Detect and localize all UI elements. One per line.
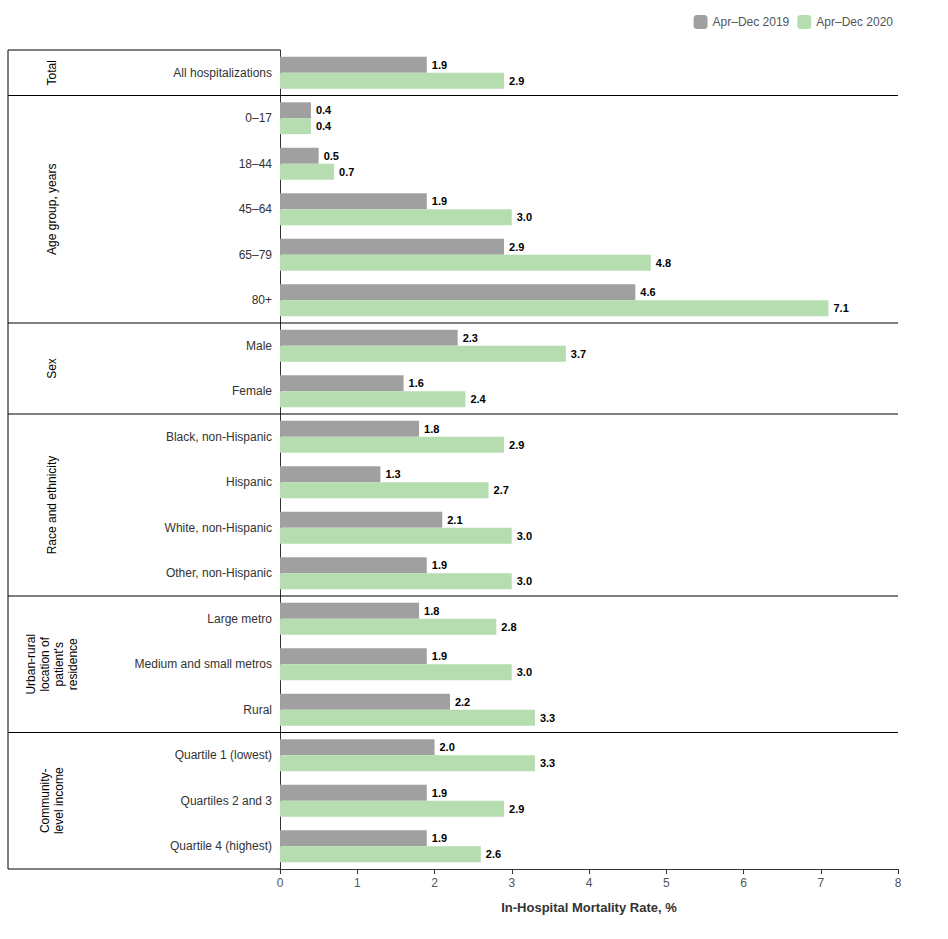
svg-text:0.5: 0.5 <box>324 150 339 162</box>
svg-text:Apr–Dec 2019: Apr–Dec 2019 <box>713 15 790 29</box>
svg-text:2.0: 2.0 <box>440 741 455 753</box>
svg-text:Quartile 1 (lowest): Quartile 1 (lowest) <box>175 748 272 762</box>
svg-text:0–17: 0–17 <box>245 111 272 125</box>
svg-text:Race and ethnicity: Race and ethnicity <box>45 456 59 555</box>
svg-text:2: 2 <box>431 876 438 890</box>
svg-text:0: 0 <box>277 876 284 890</box>
svg-text:Male: Male <box>246 339 272 353</box>
svg-text:Quartile 4 (highest): Quartile 4 (highest) <box>170 839 272 853</box>
svg-text:80+: 80+ <box>252 293 272 307</box>
svg-text:level income: level income <box>52 767 66 834</box>
svg-text:7: 7 <box>817 876 824 890</box>
svg-text:1.9: 1.9 <box>432 832 447 844</box>
svg-text:3.0: 3.0 <box>517 530 532 542</box>
svg-text:45–64: 45–64 <box>239 202 273 216</box>
svg-text:1.8: 1.8 <box>424 423 439 435</box>
svg-text:2.2: 2.2 <box>455 696 470 708</box>
svg-text:2.1: 2.1 <box>447 514 462 526</box>
svg-text:0.4: 0.4 <box>316 120 332 132</box>
svg-text:2.3: 2.3 <box>463 332 478 344</box>
svg-text:Sex: Sex <box>45 358 59 379</box>
svg-text:1.9: 1.9 <box>432 787 447 799</box>
svg-text:1: 1 <box>354 876 361 890</box>
svg-text:1.9: 1.9 <box>432 559 447 571</box>
svg-text:2.4: 2.4 <box>470 393 486 405</box>
svg-text:Other, non-Hispanic: Other, non-Hispanic <box>166 566 272 580</box>
svg-text:3: 3 <box>508 876 515 890</box>
svg-text:3.3: 3.3 <box>540 757 555 769</box>
svg-text:4.6: 4.6 <box>640 286 655 298</box>
svg-text:1.3: 1.3 <box>385 468 400 480</box>
svg-text:Black, non-Hispanic: Black, non-Hispanic <box>166 430 272 444</box>
svg-text:White, non-Hispanic: White, non-Hispanic <box>165 521 272 535</box>
svg-text:Total: Total <box>45 60 59 85</box>
svg-text:2.6: 2.6 <box>486 848 501 860</box>
svg-text:6: 6 <box>740 876 747 890</box>
svg-text:Rural: Rural <box>243 703 272 717</box>
svg-text:1.8: 1.8 <box>424 605 439 617</box>
svg-text:Female: Female <box>232 384 272 398</box>
svg-text:Hispanic: Hispanic <box>226 475 272 489</box>
svg-text:Age group, years: Age group, years <box>45 164 59 255</box>
svg-text:2.9: 2.9 <box>509 803 524 815</box>
svg-text:5: 5 <box>663 876 670 890</box>
svg-text:Medium and small metros: Medium and small metros <box>135 657 272 671</box>
svg-text:65–79: 65–79 <box>239 248 273 262</box>
svg-text:In-Hospital Mortality Rate, %: In-Hospital Mortality Rate, % <box>501 900 677 915</box>
svg-text:Urban-rural: Urban-rural <box>24 634 38 695</box>
svg-text:3.3: 3.3 <box>540 712 555 724</box>
svg-text:Large metro: Large metro <box>207 612 272 626</box>
svg-text:2.9: 2.9 <box>509 439 524 451</box>
svg-text:2.7: 2.7 <box>494 484 509 496</box>
svg-text:3.0: 3.0 <box>517 575 532 587</box>
svg-text:Quartiles 2 and 3: Quartiles 2 and 3 <box>181 794 273 808</box>
svg-text:Community-: Community- <box>38 768 52 833</box>
svg-text:7.1: 7.1 <box>833 302 848 314</box>
svg-text:0.7: 0.7 <box>339 166 354 178</box>
svg-text:4: 4 <box>586 876 593 890</box>
svg-text:0.4: 0.4 <box>316 104 332 116</box>
svg-text:1.6: 1.6 <box>409 377 424 389</box>
svg-text:residence: residence <box>66 638 80 690</box>
svg-text:location of: location of <box>38 636 52 691</box>
svg-text:1.9: 1.9 <box>432 59 447 71</box>
svg-text:All hospitalizations: All hospitalizations <box>173 66 272 80</box>
svg-text:3.0: 3.0 <box>517 211 532 223</box>
svg-text:1.9: 1.9 <box>432 195 447 207</box>
svg-text:8: 8 <box>895 876 902 890</box>
svg-text:Apr–Dec 2020: Apr–Dec 2020 <box>816 15 893 29</box>
svg-text:patient's: patient's <box>52 642 66 686</box>
svg-text:2.9: 2.9 <box>509 241 524 253</box>
svg-text:18–44: 18–44 <box>239 157 273 171</box>
svg-text:3.0: 3.0 <box>517 666 532 678</box>
svg-text:2.8: 2.8 <box>501 621 516 633</box>
svg-text:1.9: 1.9 <box>432 650 447 662</box>
svg-text:2.9: 2.9 <box>509 75 524 87</box>
svg-text:3.7: 3.7 <box>571 348 586 360</box>
svg-text:4.8: 4.8 <box>656 257 671 269</box>
